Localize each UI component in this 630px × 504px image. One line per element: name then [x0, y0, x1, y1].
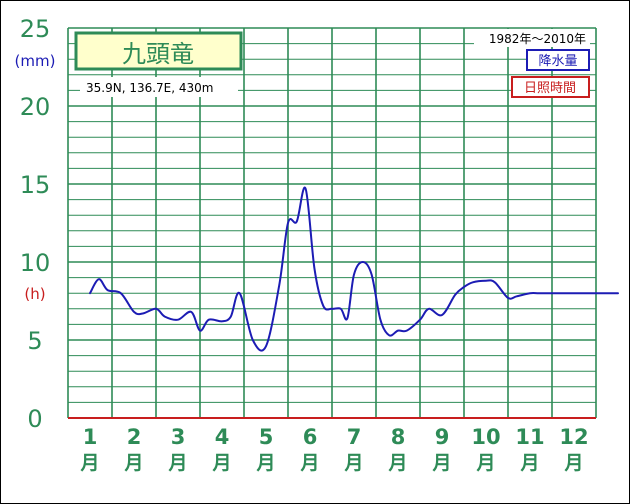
month-suffix: 月	[475, 452, 495, 474]
period-label: 1982年〜2010年	[489, 32, 586, 46]
month-suffix: 月	[123, 452, 143, 474]
month-number: 4	[215, 425, 230, 449]
legend-precip-box	[526, 49, 590, 71]
month-number: 1	[83, 425, 98, 449]
y-tick-label: 15	[20, 171, 51, 199]
y-unit-sun: (h)	[24, 285, 45, 303]
legend-sun-label: 日照時間	[524, 81, 576, 96]
y-tick-label: 10	[20, 249, 51, 277]
y-tick-label: 0	[27, 405, 42, 433]
month-suffix: 月	[387, 452, 407, 474]
location-label: 35.9N, 136.7E, 430m	[86, 81, 213, 95]
month-suffix: 月	[519, 452, 539, 474]
y-tick-label: 25	[20, 15, 51, 43]
y-unit-precip: (mm)	[15, 52, 56, 70]
month-suffix: 月	[167, 452, 187, 474]
y-tick-label: 20	[20, 93, 51, 121]
month-number: 6	[303, 425, 318, 449]
month-number: 7	[347, 425, 362, 449]
month-suffix: 月	[211, 452, 231, 474]
month-labels: 1 月 2 月 3 月 4 月 5 月 6 月 7 月 8 月 9 月 10 月 11 月 12 月	[79, 425, 588, 474]
month-number: 9	[435, 425, 450, 449]
period-background	[474, 29, 590, 47]
y-tick-label: 5	[27, 327, 42, 355]
month-number: 12	[559, 425, 588, 449]
legend-sun-box	[511, 76, 590, 98]
y-axis-ticks: 0 5 10 15 20 25	[20, 15, 51, 433]
month-number: 11	[515, 425, 544, 449]
month-suffix: 月	[299, 452, 319, 474]
location-background	[80, 77, 238, 97]
precip-series-line	[89, 186, 619, 352]
month-suffix: 月	[79, 452, 99, 474]
chart-title: 九頭竜	[122, 40, 194, 68]
month-suffix: 月	[343, 452, 363, 474]
title-box	[74, 31, 243, 71]
month-suffix: 月	[255, 452, 275, 474]
month-number: 5	[259, 425, 274, 449]
month-number: 10	[471, 425, 500, 449]
month-number: 3	[171, 425, 186, 449]
month-suffix: 月	[563, 452, 583, 474]
month-number: 2	[127, 425, 142, 449]
legend-precip-label: 降水量	[538, 54, 577, 69]
month-suffix: 月	[431, 452, 451, 474]
month-number: 8	[391, 425, 406, 449]
